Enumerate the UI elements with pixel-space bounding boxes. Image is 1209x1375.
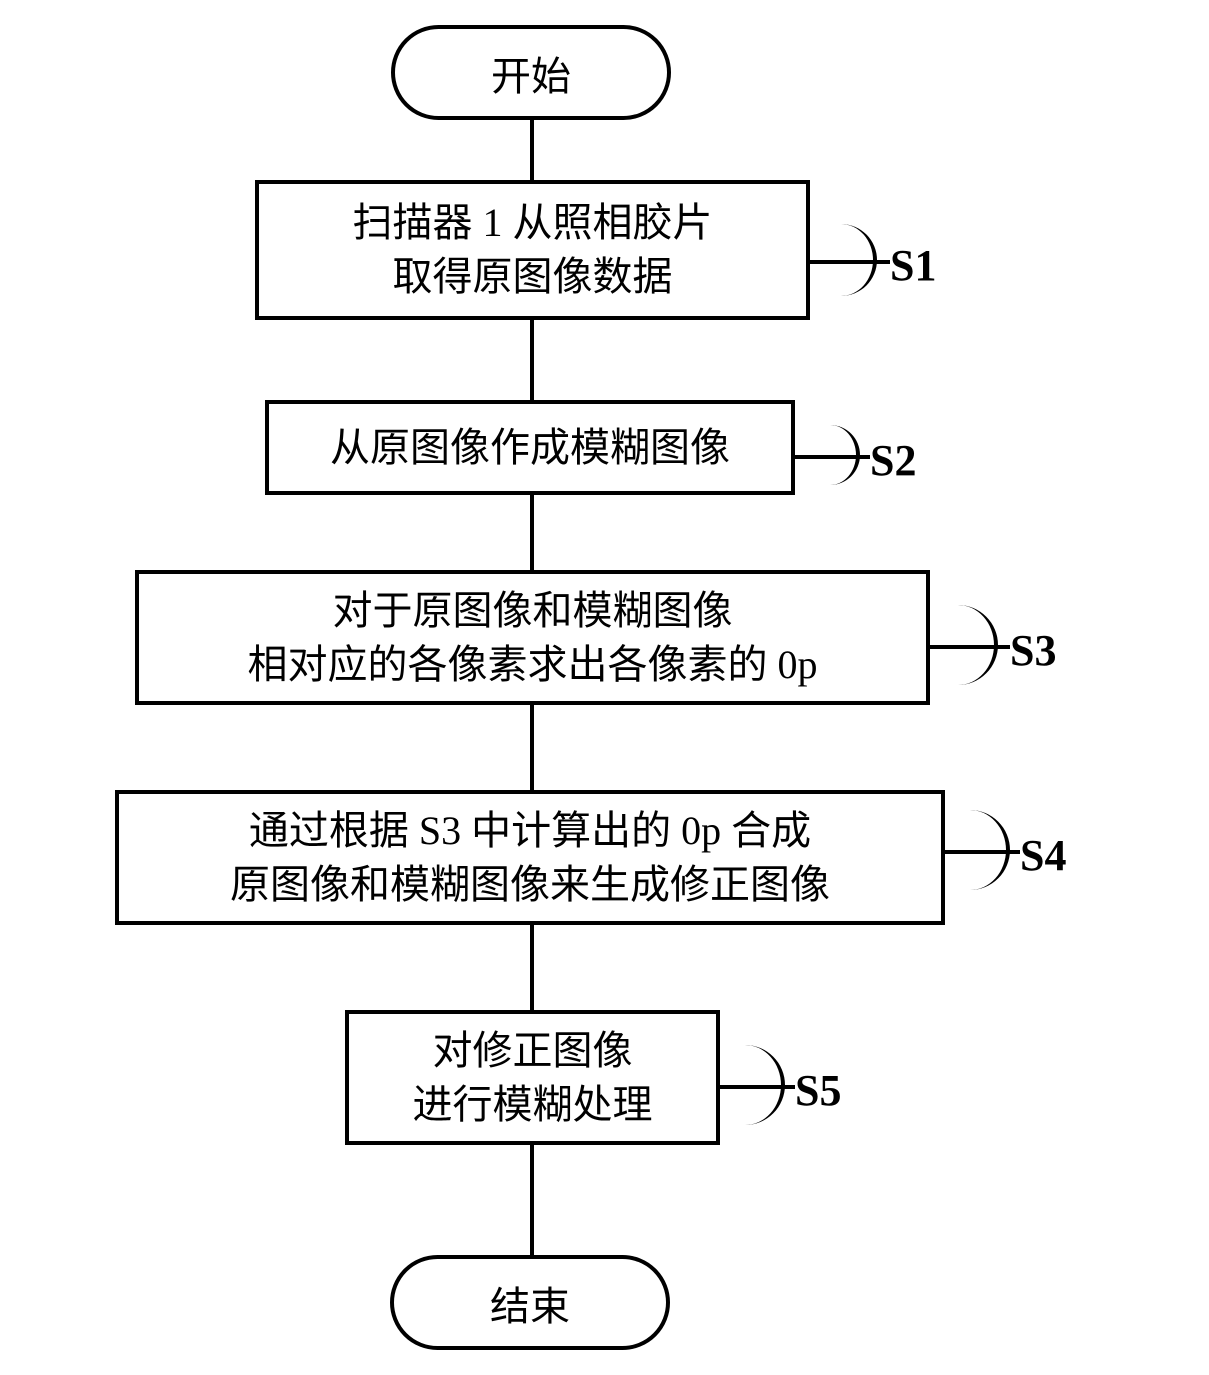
connector-line	[530, 495, 534, 570]
label-curve	[820, 425, 860, 485]
process-step-s3: 对于原图像和模糊图像 相对应的各像素求出各像素的 0p	[135, 570, 930, 705]
process-step-s3-text: 对于原图像和模糊图像 相对应的各像素求出各像素的 0p	[248, 584, 818, 692]
label-curve	[958, 605, 998, 685]
connector-line	[530, 925, 534, 1010]
process-step-s1-text: 扫描器 1 从照相胶片 取得原图像数据	[353, 196, 713, 304]
terminator-end: 结束	[390, 1255, 670, 1350]
step-label-s3: S3	[1010, 625, 1056, 676]
step-label-s4: S4	[1020, 830, 1066, 881]
process-step-s2: 从原图像作成模糊图像	[265, 400, 795, 495]
label-curve	[837, 224, 877, 296]
connector-line	[530, 120, 534, 180]
connector-line	[530, 705, 534, 790]
connector-line	[530, 1145, 534, 1255]
step-label-s5: S5	[795, 1065, 841, 1116]
label-curve	[970, 810, 1010, 890]
terminator-start: 开始	[391, 25, 671, 120]
process-step-s1: 扫描器 1 从照相胶片 取得原图像数据	[255, 180, 810, 320]
label-curve	[745, 1045, 785, 1125]
flowchart-canvas: 开始 扫描器 1 从照相胶片 取得原图像数据 S1 从原图像作成模糊图像 S2 …	[0, 0, 1209, 1375]
terminator-end-text: 结束	[490, 1274, 570, 1332]
step-label-s1: S1	[890, 240, 936, 291]
process-step-s4-text: 通过根据 S3 中计算出的 0p 合成 原图像和模糊图像来生成修正图像	[230, 804, 830, 912]
terminator-start-text: 开始	[491, 44, 571, 102]
step-label-s2: S2	[870, 435, 916, 486]
process-step-s4: 通过根据 S3 中计算出的 0p 合成 原图像和模糊图像来生成修正图像	[115, 790, 945, 925]
process-step-s2-text: 从原图像作成模糊图像	[330, 421, 730, 475]
process-step-s5-text: 对修正图像 进行模糊处理	[413, 1024, 653, 1132]
process-step-s5: 对修正图像 进行模糊处理	[345, 1010, 720, 1145]
connector-line	[530, 320, 534, 400]
